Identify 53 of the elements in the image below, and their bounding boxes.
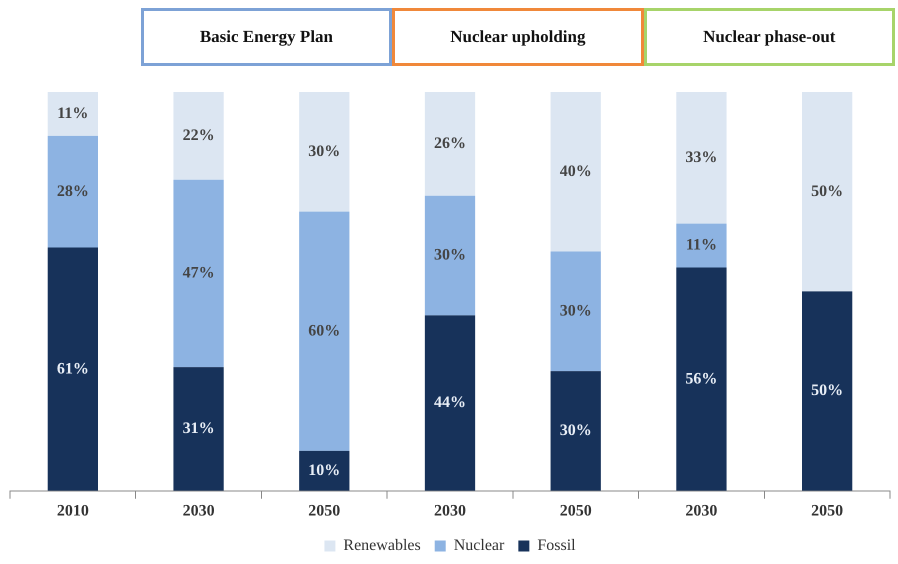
bar	[550, 252, 601, 372]
data-label: 26%	[434, 134, 466, 152]
bar	[676, 224, 727, 268]
bar	[48, 248, 98, 491]
x-tick-label: 2050	[308, 502, 340, 520]
text: Nuclear phase-out	[644, 8, 895, 66]
x-tick-label: 2050	[560, 502, 592, 520]
bar	[424, 92, 476, 196]
data-label: 60%	[308, 322, 340, 340]
legend-label: Fossil	[537, 537, 576, 554]
bar	[676, 267, 727, 491]
bar	[173, 367, 224, 491]
bar	[299, 212, 350, 451]
x-tick-label: 2030	[685, 502, 718, 520]
bar	[173, 92, 224, 180]
text: Nuclear upholding	[392, 8, 644, 66]
data-label: 28%	[56, 182, 89, 200]
x-tick-label: 2030	[182, 502, 215, 520]
data-label: 44%	[434, 394, 466, 412]
bar	[299, 450, 350, 491]
data-label: 11%	[686, 236, 717, 254]
data-label: 22%	[182, 127, 215, 144]
bar	[802, 291, 852, 491]
data-label: 40%	[560, 162, 592, 180]
bar	[676, 92, 727, 224]
legend-label: Renewables	[343, 537, 421, 554]
data-label: 30%	[560, 302, 592, 320]
data-label: 56%	[685, 370, 718, 388]
x-tick-label: 2050	[811, 502, 844, 520]
data-label: 50%	[811, 182, 844, 200]
x-tick-label: 2030	[434, 502, 466, 520]
data-label: 33%	[685, 148, 718, 166]
text: Basic Energy Plan	[140, 8, 392, 66]
data-label: 31%	[182, 420, 215, 438]
bar	[48, 136, 98, 248]
bar	[48, 92, 98, 136]
bar	[424, 196, 476, 316]
data-label: 30%	[434, 246, 466, 264]
data-label: 10%	[308, 462, 340, 479]
bar	[173, 180, 224, 368]
bar	[802, 92, 852, 292]
data-label: 61%	[56, 360, 89, 378]
bar	[299, 92, 350, 212]
bar	[550, 92, 601, 252]
x-tick-label: 2010	[56, 502, 89, 520]
data-label: 47%	[182, 264, 215, 282]
data-label: 30%	[308, 142, 340, 160]
bar	[550, 371, 601, 491]
bar	[424, 315, 476, 491]
data-label: 11%	[57, 105, 88, 122]
legend-label: Nuclear	[454, 537, 506, 554]
data-label: 50%	[811, 382, 844, 400]
data-label: 30%	[560, 422, 592, 440]
